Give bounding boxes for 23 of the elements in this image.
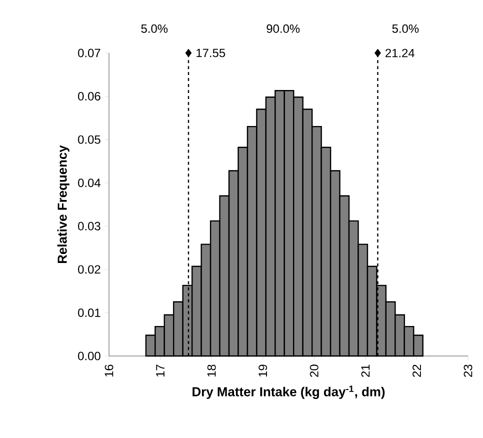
x-tick-label: 21 (361, 364, 370, 377)
y-tick-label: 0.04 (78, 178, 100, 188)
y-tick-label: 0.05 (78, 135, 100, 144)
y-tick-label: 0.03 (78, 222, 100, 230)
y-tick-label: 0.00 (78, 352, 100, 360)
y-tick-label: 0.02 (78, 265, 100, 274)
x-tick-label: 19 (258, 364, 268, 377)
y-tick-label: 0.06 (78, 92, 100, 101)
text: 90.0% (266, 24, 300, 33)
text: 5.0% (141, 24, 168, 33)
y-axis-title: Relative Frequency (57, 145, 70, 264)
text: 5.0% (392, 24, 419, 33)
x-axis-title: Dry Matter Intake (kg day$^{-1}$, dm) (192, 386, 385, 399)
x-tick-label: 23 (464, 364, 472, 377)
x-tick-label: 16 (104, 364, 114, 377)
ref-line-label: 21.24 (386, 48, 414, 58)
x-tick-label: 22 (412, 364, 421, 377)
y-tick-label: 0.01 (78, 308, 100, 317)
x-tick-label: 17 (156, 364, 164, 377)
x-tick-label: 20 (310, 364, 318, 377)
ref-line-label: 17.55 (196, 48, 226, 58)
x-tick-label: 18 (207, 364, 216, 377)
y-tick-label: 0.07 (78, 48, 100, 58)
